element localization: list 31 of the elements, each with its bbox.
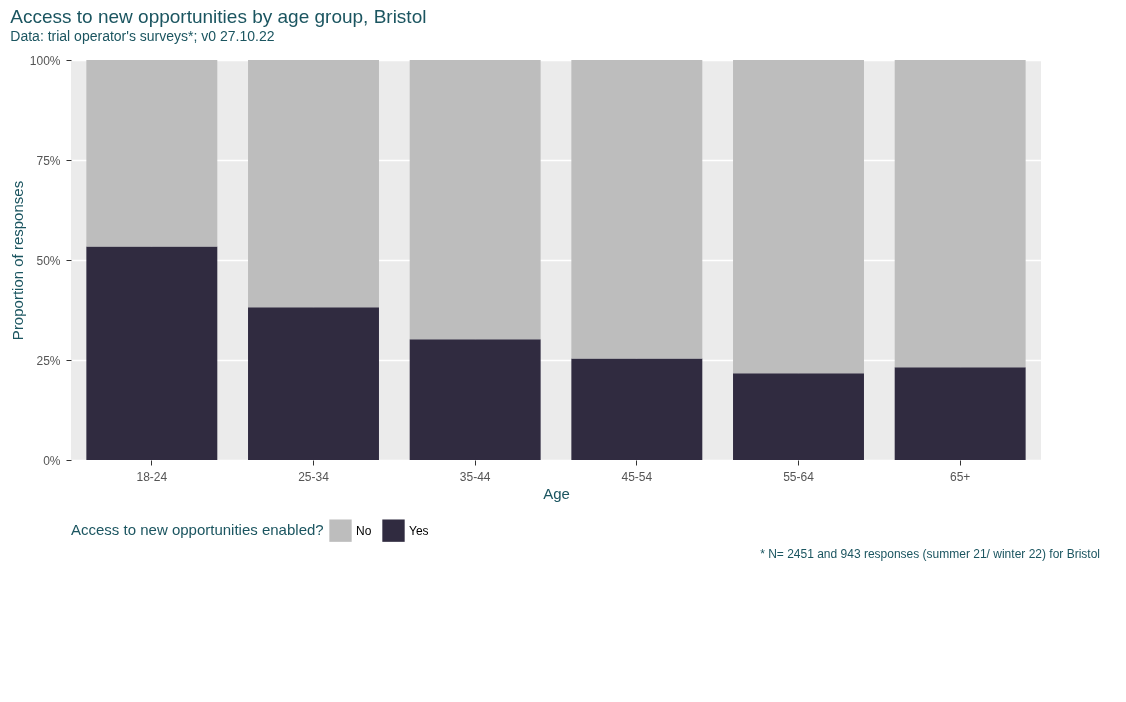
y-axis-title: Proportion of responses	[8, 180, 26, 341]
bar	[571, 60, 703, 359]
y-tick-label: 25%	[36, 353, 61, 368]
x-axis-title: Age	[543, 484, 570, 502]
y-tick-label: 75%	[36, 153, 61, 168]
y-tick-label: 100%	[29, 53, 61, 68]
bar	[409, 60, 541, 340]
bar	[894, 60, 1026, 368]
bar	[409, 339, 541, 460]
bar	[248, 307, 379, 460]
x-tick-label: 35-44	[459, 469, 491, 484]
bar	[86, 246, 218, 460]
x-tick-label: 65+	[949, 469, 971, 484]
y-tick-label: 0%	[43, 453, 61, 468]
x-tick-label: 18-24	[136, 469, 168, 484]
x-tick-label: 55-64	[783, 469, 815, 484]
chart-title: Access to new opportunities by age group, Bristol	[10, 6, 427, 27]
bar	[248, 60, 379, 308]
legend-title: Access to new opportunities enabled?	[71, 521, 324, 538]
bar	[571, 358, 703, 460]
bar	[86, 60, 218, 247]
y-tick-label: 50%	[36, 253, 61, 268]
bar	[733, 60, 864, 374]
legend-label: Yes	[409, 523, 429, 538]
bar	[894, 367, 1026, 460]
legend-label: No	[356, 523, 372, 538]
x-tick-label: 25-34	[298, 469, 330, 484]
text: * N= 2451 and 943 responses (summer 21/ winter 22) for Bristol	[759, 547, 1100, 561]
bar	[733, 373, 864, 460]
chart-subtitle: Data: trial operator's surveys*; v0 27.10.22	[10, 28, 275, 44]
x-tick-label: 45-54	[621, 469, 653, 484]
